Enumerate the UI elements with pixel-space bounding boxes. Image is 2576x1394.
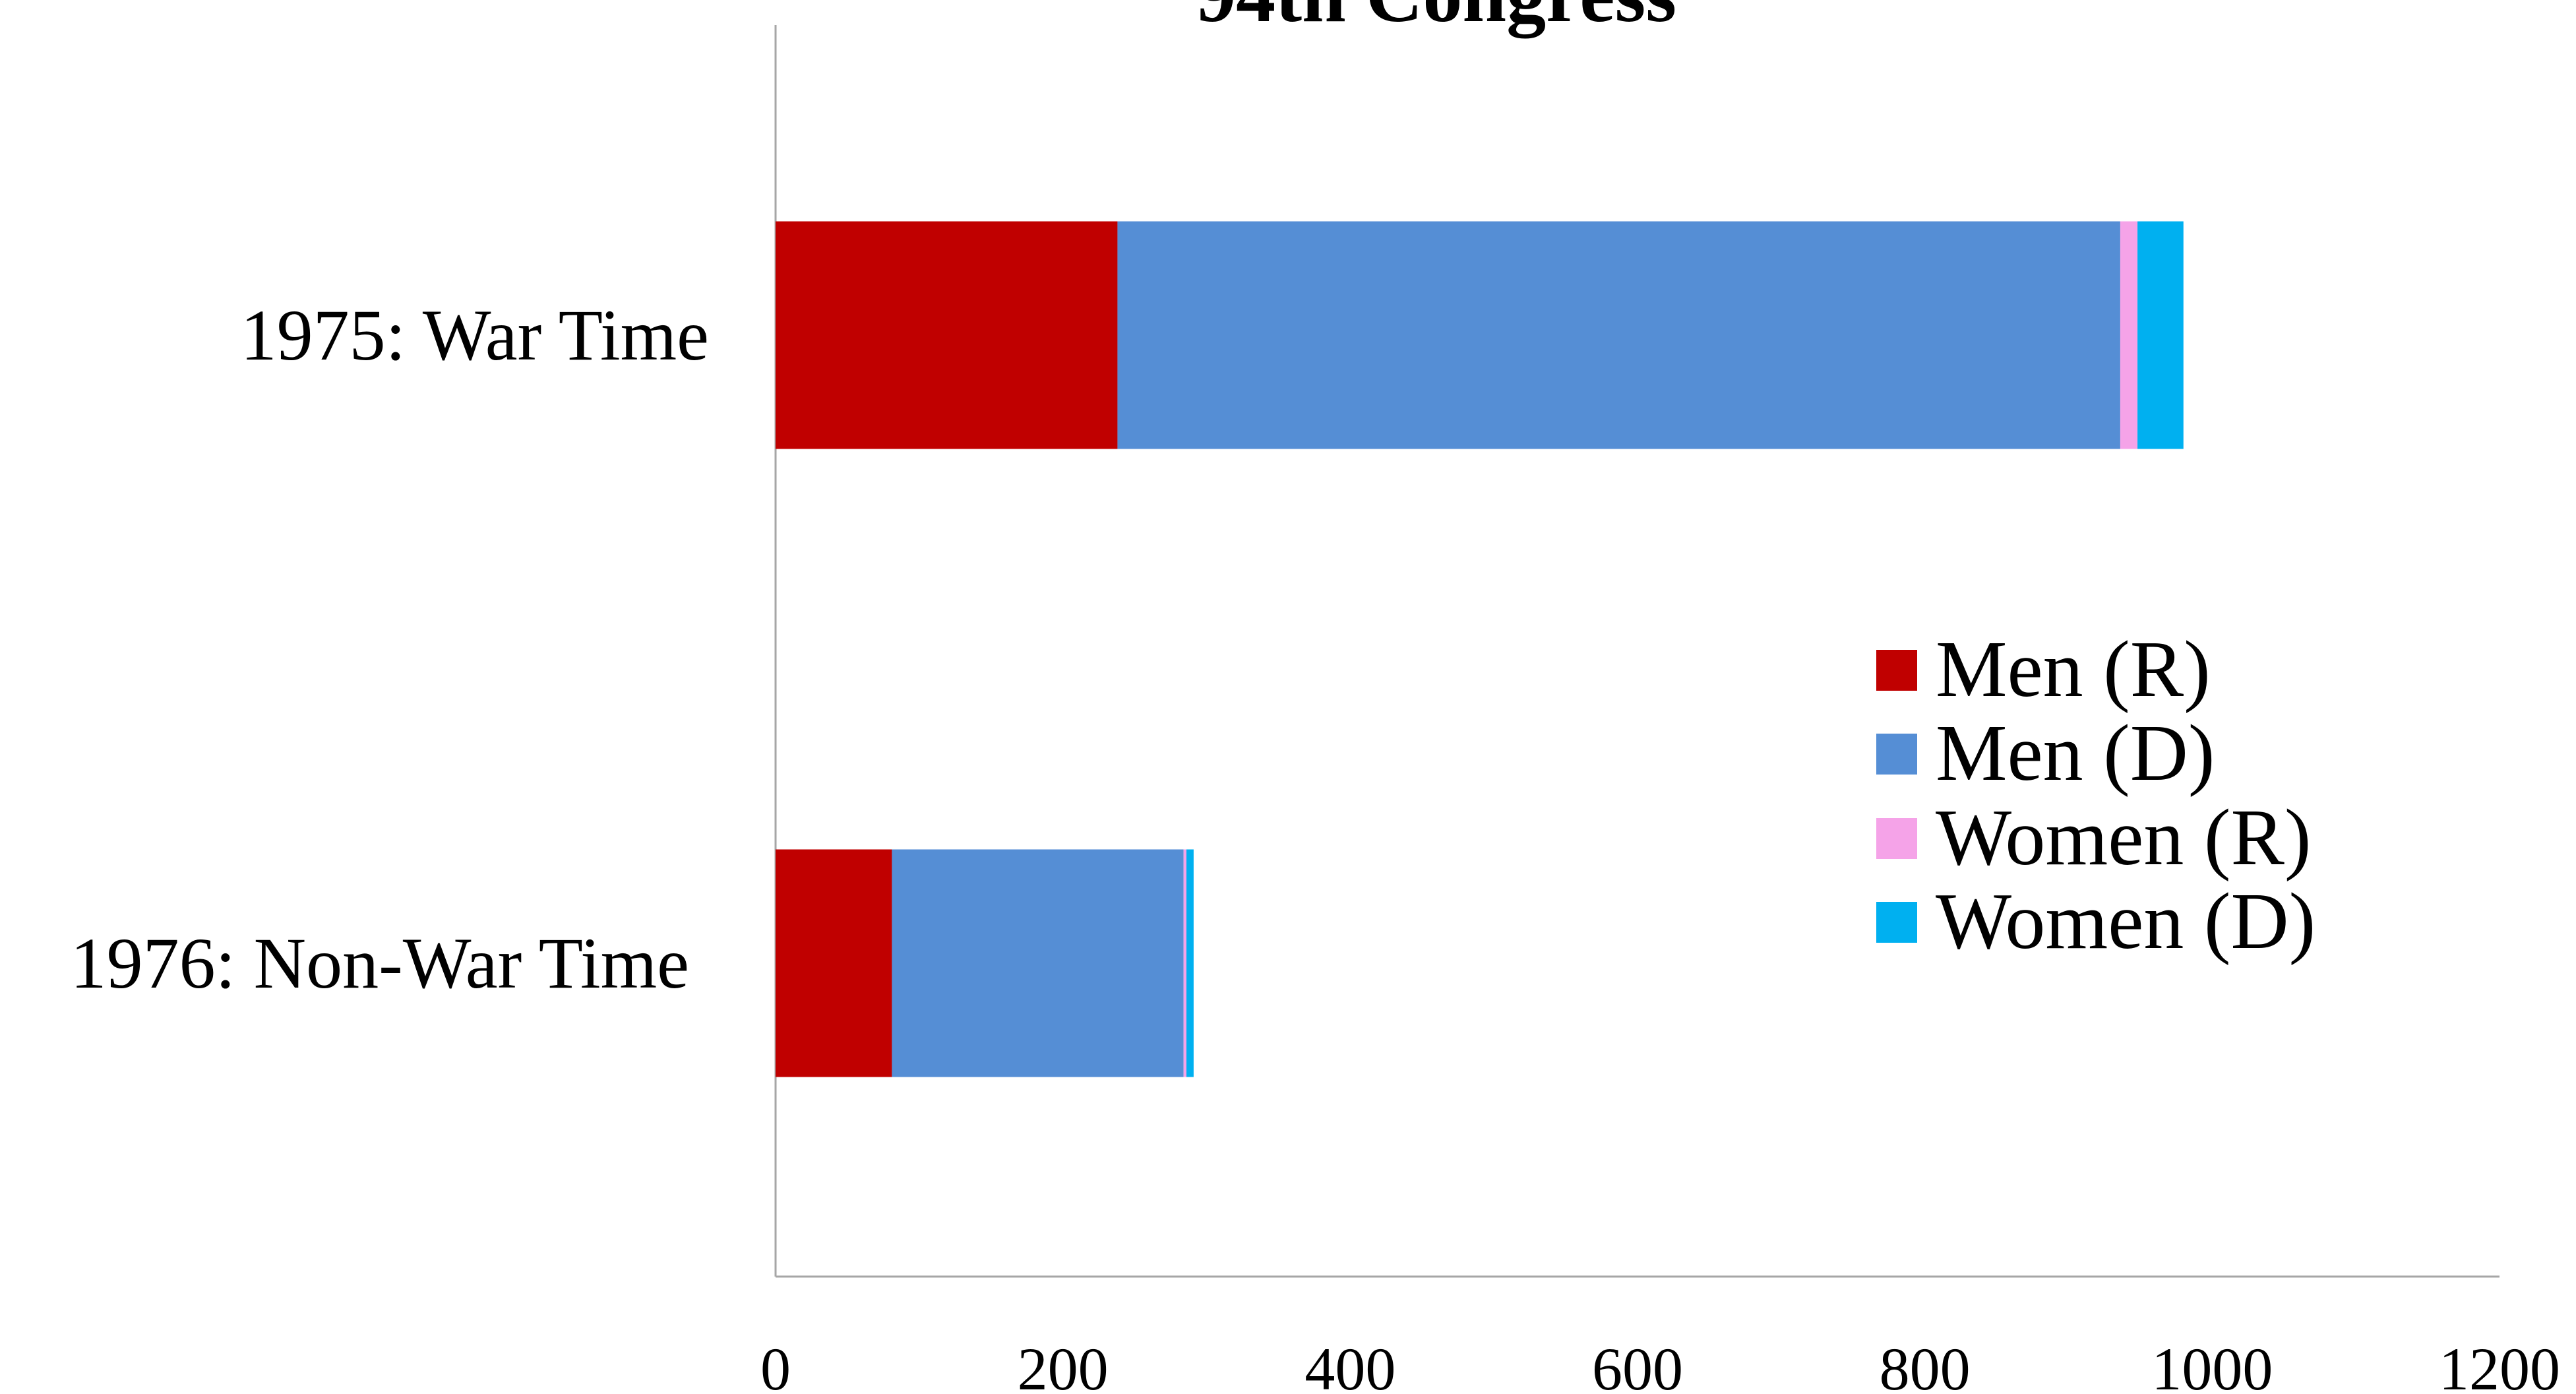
x-tick-label-1: 0 [760, 1335, 791, 1394]
legend-swatch-4 [1876, 902, 1917, 943]
legend-label-2: Men (D) [1936, 709, 2215, 798]
legend-label-1: Men (R) [1936, 625, 2211, 714]
category-label-1: 1975: War Time [241, 295, 709, 375]
category-labels: 1975: War Time 1976: Non-War Time [71, 295, 709, 1003]
bar-segment-1-1 [776, 221, 1118, 449]
bars-group [776, 221, 2184, 1077]
bar-segment-2-3 [1183, 849, 1187, 1077]
bar-segment-2-4 [1186, 849, 1194, 1077]
chart-title: 94th Congress [1196, 0, 1676, 39]
legend: Men (R)Men (D)Women (R)Women (D) [1876, 625, 2315, 966]
x-tick-label-7: 1200 [2439, 1335, 2560, 1394]
x-tick-label-5: 800 [1880, 1335, 1971, 1394]
legend-label-3: Women (R) [1936, 793, 2312, 882]
category-label-2: 1976: Non-War Time [71, 923, 689, 1003]
legend-swatch-2 [1876, 734, 1917, 775]
x-tick-label-4: 600 [1592, 1335, 1683, 1394]
bar-segment-2-1 [776, 849, 892, 1077]
bar-segment-2-2 [892, 849, 1184, 1077]
legend-label-4: Women (D) [1936, 877, 2315, 966]
x-tick-label-6: 1000 [2151, 1335, 2273, 1394]
bar-segment-1-4 [2137, 221, 2184, 449]
x-tick-labels: 0 200 400 600 800 1000 1200 [760, 1335, 2560, 1394]
x-tick-label-3: 400 [1304, 1335, 1395, 1394]
x-tick-label-2: 200 [1018, 1335, 1109, 1394]
legend-swatch-3 [1876, 818, 1917, 859]
bar-segment-1-2 [1117, 221, 2120, 449]
legend-swatch-1 [1876, 650, 1917, 691]
bar-segment-1-3 [2120, 221, 2138, 449]
